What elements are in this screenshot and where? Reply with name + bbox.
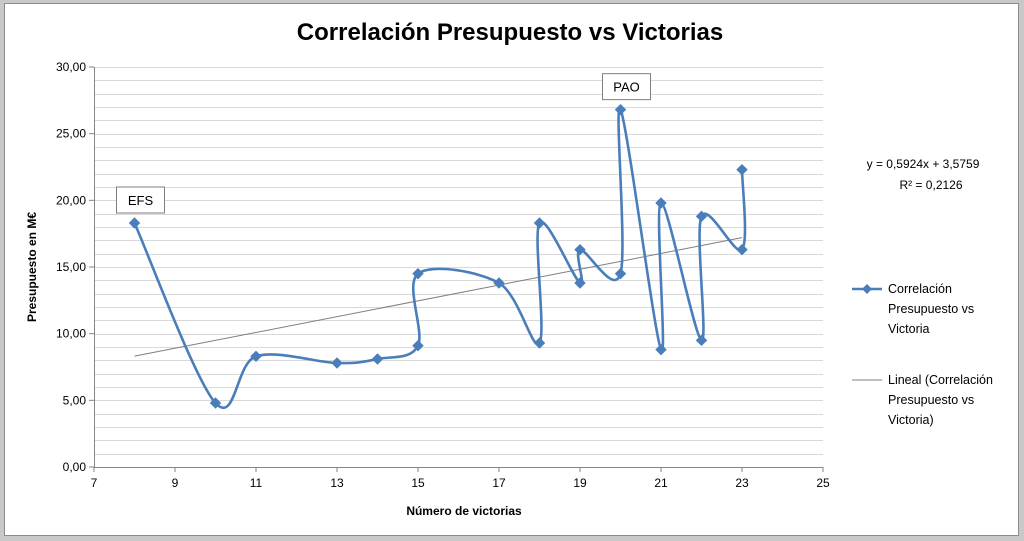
data-point <box>614 267 627 280</box>
axes <box>89 66 824 472</box>
series-group <box>128 103 748 409</box>
data-point <box>371 353 384 365</box>
grid-lines <box>94 67 823 455</box>
x-tick-label: 25 <box>816 476 830 490</box>
data-point <box>574 243 586 256</box>
equation-line-2: R² = 0,2126 <box>899 178 962 192</box>
data-point <box>695 334 708 347</box>
data-point <box>493 277 505 289</box>
data-point <box>614 103 627 116</box>
x-tick-label: 13 <box>330 476 344 490</box>
chart-frame: Correlación Presupuesto vs Victorias 7 9 1… <box>4 3 1019 536</box>
data-point <box>574 277 586 289</box>
legend-label: Presupuesto vs <box>888 393 974 407</box>
series-line <box>133 108 747 409</box>
x-axis-title: Número de victorias <box>406 504 522 518</box>
y-axis-title: Presupuesto en M€ <box>25 212 39 322</box>
equation-line-1: y = 0,5924x + 3,5759 <box>867 157 980 171</box>
y-tick-label: 5,00 <box>63 393 87 407</box>
legend-swatch-marker <box>862 284 872 294</box>
y-tick-label: 30,00 <box>56 60 86 74</box>
data-point <box>533 337 546 349</box>
legend: Correlación Presupuesto vs Victoria Lineal … <box>852 282 993 427</box>
data-point <box>655 343 667 356</box>
data-point <box>736 163 748 176</box>
data-point <box>209 397 222 409</box>
trendline <box>134 237 743 357</box>
x-tick-label: 23 <box>735 476 749 490</box>
data-point <box>533 217 546 229</box>
x-tick-label: 7 <box>91 476 98 490</box>
data-point <box>250 350 262 363</box>
chart-title: Correlación Presupuesto vs Victorias <box>297 19 723 46</box>
y-tick-label: 20,00 <box>56 193 86 207</box>
data-point <box>655 197 667 209</box>
legend-label: Presupuesto vs <box>888 302 974 316</box>
x-tick-label: 17 <box>492 476 506 490</box>
annotation-box <box>602 73 651 101</box>
data-point <box>331 357 343 369</box>
annotation-label: PAO <box>613 80 640 95</box>
legend-label: Victoria) <box>888 413 934 427</box>
legend-label: Correlación <box>888 282 952 296</box>
y-tick-label: 15,00 <box>56 260 86 274</box>
data-point <box>695 210 708 223</box>
x-tick-label: 11 <box>250 476 263 490</box>
trendline-group <box>134 237 743 357</box>
data-point <box>736 243 748 256</box>
data-point <box>412 267 424 280</box>
y-tick-labels: 0,00 5,00 10,00 15,00 20,00 25,00 30,00 <box>56 60 86 474</box>
x-tick-label: 21 <box>654 476 668 490</box>
legend-label: Victoria <box>888 322 930 336</box>
data-point <box>412 339 424 352</box>
y-tick-label: 10,00 <box>56 327 86 341</box>
trend-equation: y = 0,5924x + 3,5759 R² = 0,2126 <box>867 157 980 192</box>
x-tick-label: 19 <box>573 476 587 490</box>
annotation-label: EFS <box>128 193 154 208</box>
x-tick-labels: 7 9 11 13 15 17 19 21 23 25 <box>91 476 830 490</box>
x-tick-label: 15 <box>411 476 425 490</box>
chart-svg: Correlación Presupuesto vs Victorias 7 9 1… <box>25 19 993 518</box>
y-tick-label: 25,00 <box>56 127 86 141</box>
x-tick-label: 9 <box>172 476 179 490</box>
data-point <box>128 217 141 229</box>
legend-label: Lineal (Correlación <box>888 373 993 387</box>
annotation-box <box>116 186 165 214</box>
annotations: EFS PAO <box>116 73 651 214</box>
y-tick-label: 0,00 <box>63 460 87 474</box>
